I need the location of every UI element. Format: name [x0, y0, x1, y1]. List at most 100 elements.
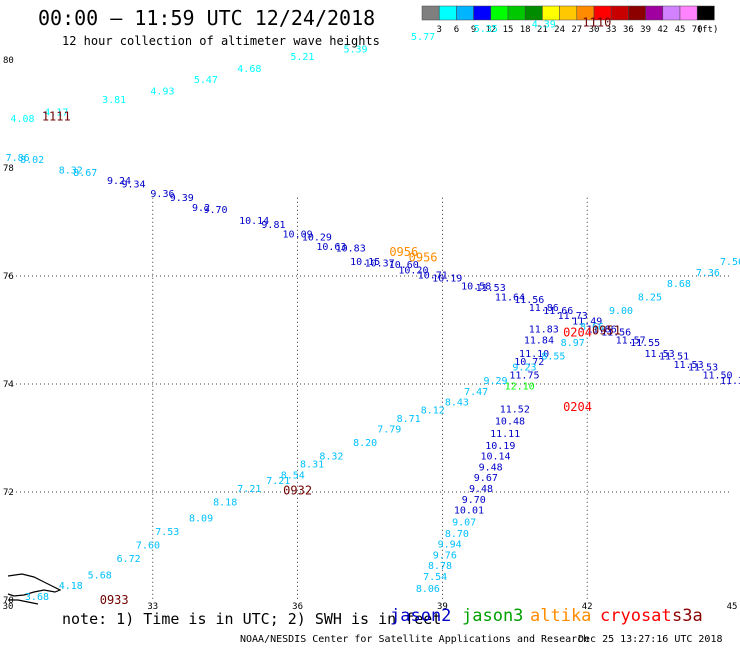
lat-tick-label: 76 [3, 272, 14, 282]
wave-height-value: 9.00 [609, 306, 633, 317]
pass-time-label: 0933 [100, 593, 129, 607]
wave-height-value: 11.50 [702, 371, 732, 382]
wave-height-value: 3.68 [25, 592, 49, 603]
wave-height-value: 8.25 [638, 292, 662, 303]
wave-height-value: 10.14 [239, 216, 269, 227]
wave-height-value: 10.15 [350, 257, 380, 268]
wave-height-value: 10.09 [283, 230, 313, 241]
wave-height-value: 10.20 [398, 265, 428, 276]
legend-bin-label: 9 [471, 25, 476, 35]
wave-height-value: 12.10 [505, 381, 535, 392]
wave-height-value: 9.24 [107, 176, 131, 187]
page-title: 00:00 – 11:59 UTC 12/24/2018 [38, 6, 376, 30]
wave-height-value: 11.11 [490, 429, 520, 440]
wave-height-value: 9.67 [474, 473, 498, 484]
wave-height-value: 11.53 [688, 363, 718, 374]
legend-bin-label: 12 [485, 25, 496, 35]
wave-height-value: 8.97 [561, 338, 585, 349]
wave-height-value: 5.47 [194, 75, 218, 86]
wave-height-value: 10.72 [514, 357, 544, 368]
wave-height-value: 10.29 [302, 232, 332, 243]
lat-tick-label: 72 [3, 488, 14, 498]
satellite-s3a: s3a [672, 606, 703, 626]
lon-tick-label: 39 [437, 602, 448, 612]
wave-height-value: 10.71 [418, 271, 448, 282]
wave-height-value: 5.35 [474, 24, 498, 35]
satellite-cryosat: cryosat [600, 606, 672, 626]
pass-time-label: 1111 [42, 109, 71, 123]
wave-height-value: 8.78 [428, 561, 452, 572]
wave-height-value: 10.14 [480, 452, 510, 463]
wave-height-value: 8.71 [397, 414, 421, 425]
pass-time-label: 0204 [563, 325, 592, 339]
pass-time-label: 0956 [389, 245, 418, 259]
wave-height-value: 8.43 [445, 398, 469, 409]
wave-height-value: 7.54 [423, 572, 447, 583]
satellite-jason3: jason3 [462, 606, 524, 626]
wave-height-value: 7.53 [155, 527, 179, 538]
wave-height-value: 11.52 [500, 405, 530, 416]
wave-height-value: 8.02 [20, 155, 44, 166]
wave-height-value: 8.31 [300, 460, 324, 471]
wave-height-value: 11.56 [601, 327, 631, 338]
wave-height-value: 3.81 [102, 95, 126, 106]
wave-height-value: 7.79 [377, 425, 401, 436]
page-subtitle: 12 hour collection of altimeter wave hei… [62, 34, 380, 48]
wave-height-value: 11.49 [572, 317, 602, 328]
lat-tick-label: 78 [3, 164, 14, 174]
wave-height-value: 5.68 [88, 570, 112, 581]
wave-height-value: 8.67 [73, 168, 97, 179]
legend-bin-label: 70 [692, 25, 703, 35]
wave-height-value: 7.21 [266, 476, 290, 487]
wave-height-value: 11.75 [509, 371, 539, 382]
wave-height-value: 10.83 [336, 244, 366, 255]
wave-height-value: 9.94 [438, 540, 462, 551]
pass-time-label: 0932 [283, 484, 312, 498]
wave-height-value: 11.86 [587, 325, 617, 336]
map-grid [8, 197, 732, 600]
wave-height-value: 11.3 [720, 376, 740, 387]
wave-height-value: 7.21 [237, 484, 261, 495]
legend-bin-label: 39 [640, 25, 651, 35]
legend-bin-label: 33 [606, 25, 617, 35]
wave-height-value: 10.60 [389, 260, 419, 271]
wave-height-value: 9.70 [462, 495, 486, 506]
lat-tick-label: 74 [3, 380, 14, 390]
wave-height-value: 11.66 [543, 306, 573, 317]
wave-height-value: 7.47 [464, 387, 488, 398]
wave-height-value: 10.19 [432, 273, 462, 284]
wave-height-value: 4.39 [532, 20, 556, 31]
wave-height-value: 8.20 [353, 438, 377, 449]
wave-height-value: 9.39 [170, 193, 194, 204]
wave-height-value: 10.58 [461, 282, 491, 293]
legend-bin-label: 21 [537, 25, 548, 35]
wave-height-value: 8.54 [281, 471, 305, 482]
wave-height-value: 8.32 [59, 165, 83, 176]
wave-height-value: 11.53 [476, 283, 506, 294]
wave-height-value: 8.55 [541, 352, 565, 363]
wave-height-color-legend: 3 6 9 12 15 18 21 24 27 30 33 36 39 42 45 70(ft) [421, 5, 718, 35]
satellite-altika: altika [530, 606, 592, 626]
wave-height-value: 8.09 [189, 514, 213, 525]
wave-height-value: 11.73 [558, 311, 588, 322]
legend-bin-label: 45 [675, 25, 686, 35]
wave-height-value: 9.81 [261, 220, 285, 231]
wave-height-value: 9.29 [483, 376, 507, 387]
wave-height-value: 6.72 [117, 554, 141, 565]
wave-height-value: 9.2 [192, 203, 210, 214]
wave-height-value: 4.17 [44, 108, 68, 119]
wave-height-value: 7.36 [696, 268, 720, 279]
legend-bin-label: 27 [571, 25, 582, 35]
wave-height-value: 9.36 [150, 189, 174, 200]
legend-bin-label: 15 [503, 25, 514, 35]
wave-height-value: 10.37 [365, 258, 395, 269]
coastline [7, 573, 62, 605]
pass-time-label: 0951 [592, 323, 621, 337]
wave-height-value: 10.48 [495, 417, 525, 428]
wave-height-value: 4.18 [59, 581, 83, 592]
lon-tick-label: 45 [727, 602, 738, 612]
legend-swatch [696, 5, 715, 21]
wave-height-value: 11.53 [645, 349, 675, 360]
wave-height-value: 4.93 [150, 87, 174, 98]
